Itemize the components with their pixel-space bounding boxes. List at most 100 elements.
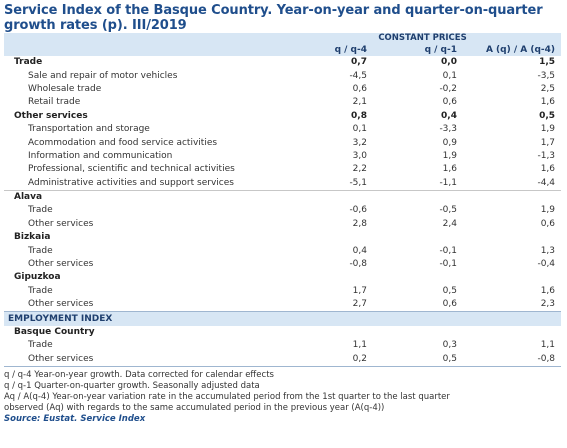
row-label: Trade [28, 245, 53, 256]
cell-value: 0,4 [352, 245, 367, 256]
table-row: Trade -0,6 -0,5 1,9 [4, 204, 561, 217]
cell-value: -0,4 [537, 259, 556, 270]
cell-value: -4,4 [537, 177, 556, 188]
cell-value: 2,1 [352, 97, 367, 108]
table-row: Other services 0,8 0,4 0,5 [4, 110, 561, 123]
cell-value: 0,4 [441, 110, 457, 121]
row-label: Other services [28, 218, 94, 229]
cell-value: 1,9 [442, 150, 457, 161]
employment-index-header: EMPLOYMENT INDEX [4, 311, 284, 326]
row-label: Trade [28, 205, 53, 216]
cell-value: 0,5 [442, 285, 457, 296]
table-row: Other services -0,8 -0,1 -0,4 [4, 258, 561, 271]
table-row: Administrative activities and support se… [4, 177, 561, 191]
cell-value: -0,1 [439, 245, 457, 256]
cell-value: 0,6 [540, 218, 556, 229]
territory-label: Gipuzkoa [14, 272, 61, 283]
cell-value: 2,8 [352, 218, 367, 229]
cell-value: 0,2 [284, 352, 373, 367]
cell-value: -0,5 [439, 205, 457, 216]
row-label: Other services [28, 259, 94, 270]
footnotes: q / q-4 Year-on-year growth. Data correc… [4, 370, 561, 414]
cell-value: -1,1 [439, 177, 457, 188]
footnote: q / q-1 Quarter-on-quarter growth. Seaso… [4, 380, 260, 391]
cell-value: 0,9 [442, 137, 457, 148]
col-header-qq1: q / q-1 [373, 44, 463, 56]
row-label: Other services [4, 352, 284, 367]
cell-value: 0,1 [352, 124, 367, 135]
table-row: Trade 1,7 0,5 1,6 [4, 285, 561, 298]
row-label: Trade [28, 285, 53, 296]
row-label: Acommodation and food service activities [28, 137, 218, 148]
section-header-row: Gipuzkoa [4, 271, 561, 284]
page-title: Service Index of the Basque Country. Yea… [4, 0, 561, 33]
table-row: Trade 0,7 0,0 1,5 [4, 56, 561, 69]
cell-value: 0,3 [442, 340, 457, 351]
cell-value: -0,2 [439, 83, 457, 94]
header-row-1: CONSTANT PRICES [4, 33, 562, 44]
cell-value: 2,5 [540, 83, 556, 94]
source-note: Source: Eustat. Service Index [4, 413, 146, 424]
row-label: Transportation and storage [28, 124, 150, 135]
section-header-row: Basque Country [4, 326, 561, 339]
footnote: observed (Aq) with regards to the same a… [4, 402, 385, 413]
table-row: Retail trade 2,1 0,6 1,6 [4, 96, 561, 109]
cell-value: -0,8 [463, 352, 562, 367]
table-row: Other services 2,8 2,4 0,6 [4, 218, 561, 231]
cell-value: 3,0 [352, 150, 367, 161]
table-row: Other services 0,2 0,5 -0,8 [4, 352, 562, 367]
table-row: Trade 0,4 -0,1 1,3 [4, 244, 561, 257]
cell-value: 1,5 [539, 57, 556, 68]
cell-value: 0,6 [442, 299, 457, 310]
row-label: Trade [28, 340, 53, 351]
cell-value: 0,6 [442, 97, 457, 108]
constant-prices-header: CONSTANT PRICES [284, 33, 562, 44]
section-header-row: Bizkaia [4, 231, 561, 244]
cell-value: 1,1 [352, 340, 367, 351]
footnote: Aq / A(q-4) Year-on-year variation rate … [4, 391, 450, 402]
territory-label: Bizkaia [14, 232, 51, 243]
cell-value: 3,2 [352, 137, 367, 148]
cell-value: 2,7 [352, 299, 367, 310]
cell-value: 0,5 [539, 110, 556, 121]
table-row: Other services 2,7 0,6 2,3 [4, 298, 561, 312]
title-line-2: growth rates (p). III/2019 [4, 18, 187, 33]
table-row: Wholesale trade 0,6 -0,2 2,5 [4, 83, 561, 96]
table-row: Sale and repair of motor vehicles -4,5 0… [4, 69, 561, 82]
table-row: Professional, scientific and technical a… [4, 163, 561, 176]
row-label: Sale and repair of motor vehicles [28, 70, 178, 81]
cell-value: 1,6 [540, 285, 556, 296]
table-row: Trade 1,1 0,3 1,1 [4, 339, 561, 352]
col-header-qq4: q / q-4 [284, 44, 373, 56]
cell-value: 0,7 [351, 57, 367, 68]
cell-value: 2,2 [352, 164, 367, 175]
row-label: Other services [28, 299, 94, 310]
cell-value: -3,3 [439, 124, 457, 135]
row-label: Administrative activities and support se… [28, 177, 234, 188]
region-label: Basque Country [14, 327, 95, 337]
cell-value: 0,6 [352, 83, 367, 94]
cell-value: 1,7 [352, 285, 367, 296]
row-label: Wholesale trade [28, 83, 102, 94]
territory-label: Alava [4, 189, 284, 205]
header-row-2: q / q-4 q / q-1 A (q) / A (q-4) [4, 44, 562, 56]
title-line-1: Service Index of the Basque Country. Yea… [4, 3, 543, 18]
table-row: Transportation and storage 0,1 -3,3 1,9 [4, 123, 561, 136]
cell-value: 0,5 [373, 352, 463, 367]
cell-value: 1,1 [540, 340, 556, 351]
cell-value: -5,1 [349, 177, 367, 188]
cell-value: 2,4 [442, 218, 457, 229]
cell-value: -0,1 [439, 259, 457, 270]
cell-value: 1,6 [540, 97, 556, 108]
cell-value: -1,3 [537, 150, 556, 161]
cell-value: 1,9 [540, 124, 556, 135]
table-row: Acommodation and food service activities… [4, 136, 561, 149]
cell-value: -4,5 [349, 70, 367, 81]
cell-value: 1,6 [540, 164, 556, 175]
row-label: Professional, scientific and technical a… [28, 164, 235, 175]
cell-value: 0,8 [351, 110, 367, 121]
employment-header-row: EMPLOYMENT INDEX [4, 311, 562, 326]
cell-value: 1,7 [540, 137, 556, 148]
cell-value: 2,3 [540, 299, 556, 310]
